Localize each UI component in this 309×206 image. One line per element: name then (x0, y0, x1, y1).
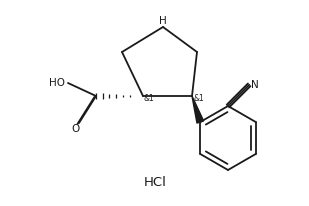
Text: &1: &1 (194, 94, 205, 103)
Text: HCl: HCl (144, 176, 167, 188)
Text: O: O (72, 124, 80, 134)
Text: &1: &1 (144, 94, 155, 103)
Text: H: H (159, 16, 167, 26)
Text: HO: HO (49, 78, 65, 88)
Text: N: N (251, 80, 259, 90)
Polygon shape (192, 96, 204, 123)
